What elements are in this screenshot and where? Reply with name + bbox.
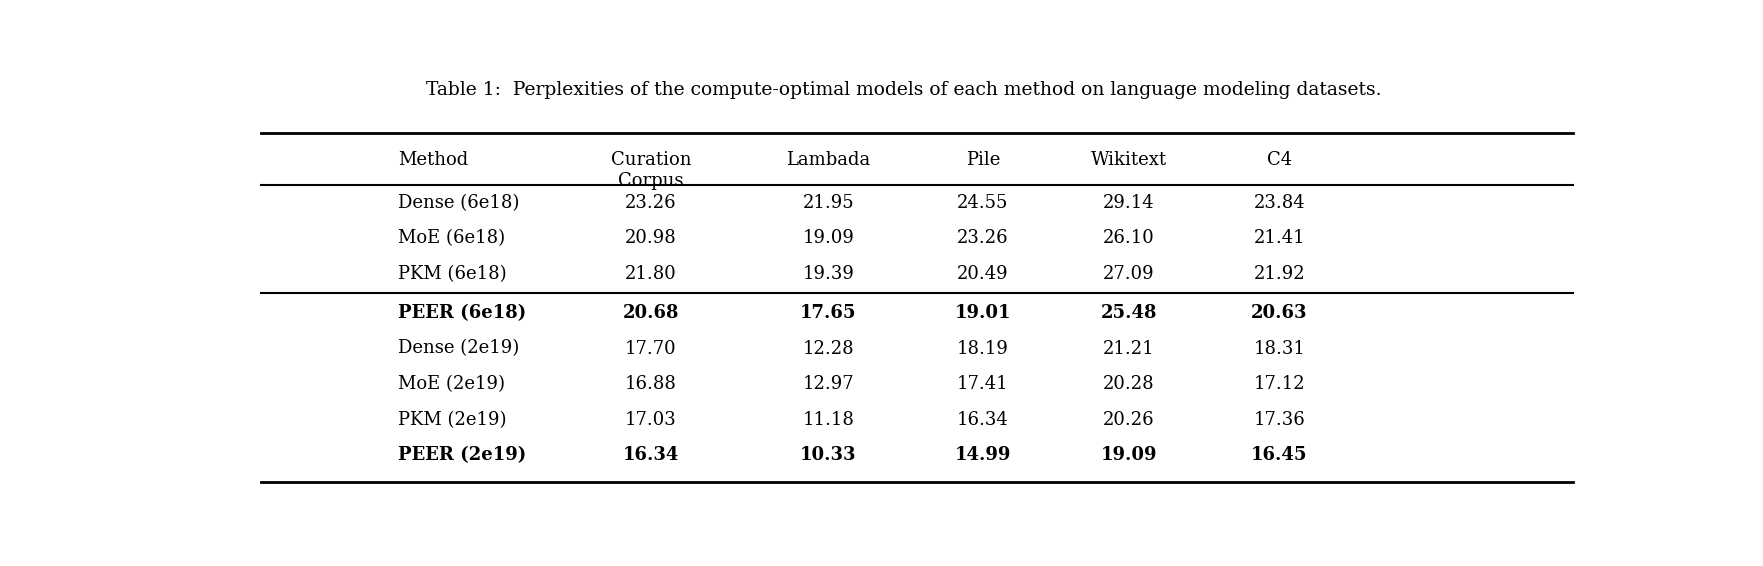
Text: C4: C4 [1266, 151, 1292, 169]
Text: 17.03: 17.03 [624, 410, 677, 428]
Text: 10.33: 10.33 [800, 446, 857, 464]
Text: PEER (2e19): PEER (2e19) [398, 446, 525, 464]
Text: 17.41: 17.41 [957, 375, 1008, 393]
Text: 23.26: 23.26 [957, 229, 1008, 247]
Text: PKM (2e19): PKM (2e19) [398, 410, 506, 428]
Text: MoE (6e18): MoE (6e18) [398, 229, 506, 247]
Text: 17.70: 17.70 [624, 340, 677, 358]
Text: 19.09: 19.09 [802, 229, 855, 247]
Text: 20.49: 20.49 [957, 265, 1008, 283]
Text: 21.21: 21.21 [1104, 340, 1155, 358]
Text: 17.36: 17.36 [1253, 410, 1305, 428]
Text: 16.34: 16.34 [622, 446, 679, 464]
Text: 12.28: 12.28 [802, 340, 855, 358]
Text: 25.48: 25.48 [1100, 304, 1157, 322]
Text: 16.88: 16.88 [624, 375, 677, 393]
Text: 17.12: 17.12 [1253, 375, 1305, 393]
Text: 21.80: 21.80 [624, 265, 677, 283]
Text: Method: Method [398, 151, 469, 169]
Text: 17.65: 17.65 [800, 304, 857, 322]
Text: 18.31: 18.31 [1253, 340, 1305, 358]
Text: MoE (2e19): MoE (2e19) [398, 375, 504, 393]
Text: 16.45: 16.45 [1252, 446, 1308, 464]
Text: 20.26: 20.26 [1104, 410, 1155, 428]
Text: 16.34: 16.34 [957, 410, 1008, 428]
Text: Dense (6e18): Dense (6e18) [398, 194, 520, 212]
Text: PKM (6e18): PKM (6e18) [398, 265, 506, 283]
Text: 20.28: 20.28 [1104, 375, 1155, 393]
Text: Pile: Pile [966, 151, 1000, 169]
Text: 24.55: 24.55 [957, 194, 1008, 212]
Text: 27.09: 27.09 [1104, 265, 1155, 283]
Text: 29.14: 29.14 [1104, 194, 1155, 212]
Text: Curation
Corpus: Curation Corpus [610, 151, 691, 190]
Text: Wikitext: Wikitext [1091, 151, 1167, 169]
Text: PEER (6e18): PEER (6e18) [398, 304, 525, 322]
Text: 21.92: 21.92 [1253, 265, 1305, 283]
Text: 20.68: 20.68 [622, 304, 679, 322]
Text: 20.63: 20.63 [1252, 304, 1308, 322]
Text: Lambada: Lambada [786, 151, 871, 169]
Text: Table 1:  Perplexities of the compute-optimal models of each method on language : Table 1: Perplexities of the compute-opt… [427, 81, 1380, 99]
Text: Dense (2e19): Dense (2e19) [398, 340, 520, 358]
Text: 19.09: 19.09 [1100, 446, 1157, 464]
Text: 26.10: 26.10 [1104, 229, 1155, 247]
Text: 21.95: 21.95 [802, 194, 855, 212]
Text: 19.01: 19.01 [954, 304, 1010, 322]
Text: 12.97: 12.97 [802, 375, 855, 393]
Text: 11.18: 11.18 [802, 410, 855, 428]
Text: 21.41: 21.41 [1253, 229, 1305, 247]
Text: 18.19: 18.19 [957, 340, 1008, 358]
Text: 23.84: 23.84 [1253, 194, 1305, 212]
Text: 14.99: 14.99 [954, 446, 1010, 464]
Text: 19.39: 19.39 [802, 265, 855, 283]
Text: 20.98: 20.98 [624, 229, 677, 247]
Text: 23.26: 23.26 [624, 194, 677, 212]
